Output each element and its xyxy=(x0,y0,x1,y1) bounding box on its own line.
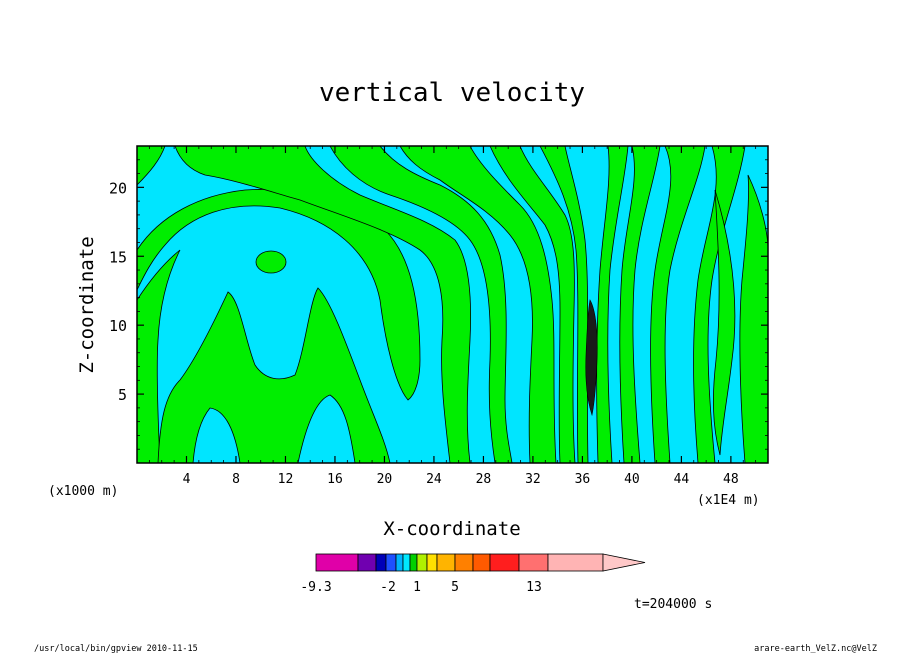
x-tick-label: 12 xyxy=(278,472,294,487)
x-tick-label: 40 xyxy=(624,472,640,487)
chart-title: vertical velocity xyxy=(319,78,585,108)
x-tick-label: 48 xyxy=(723,472,739,487)
positive-region xyxy=(619,146,661,463)
positive-region xyxy=(489,146,576,463)
colorbar-segment xyxy=(436,553,456,572)
positive-region xyxy=(255,250,287,274)
y-tick-label: 15 xyxy=(109,248,127,266)
colorbar-segment xyxy=(385,553,397,572)
colorbar-label: -9.3 xyxy=(300,580,331,595)
x-tick-label: 32 xyxy=(525,472,541,487)
x-axis: 4 8 12 16 20 24 28 32 36 40 44 48 xyxy=(148,146,757,487)
strong-updraft xyxy=(585,299,598,417)
positive-region xyxy=(399,146,557,463)
colorbar-segment xyxy=(518,553,549,572)
colorbar-segment xyxy=(409,553,418,572)
x-tick-label: 8 xyxy=(232,472,240,487)
colorbar-label: 5 xyxy=(451,580,459,595)
y-axis-label: Z-coordinate xyxy=(76,236,98,373)
footer-right: arare-earth_VelZ.nc@VelZ xyxy=(754,644,877,654)
y-tick-label: 5 xyxy=(118,386,127,404)
time-label: t=204000 s xyxy=(634,597,712,612)
colorbar-segment xyxy=(416,553,428,572)
positive-region xyxy=(174,146,472,463)
positive-region xyxy=(712,189,736,456)
x-tick-label: 28 xyxy=(476,472,492,487)
x-unit-right: (x1E4 m) xyxy=(697,493,760,508)
x-tick-label: 24 xyxy=(426,472,442,487)
x-tick-label: 16 xyxy=(327,472,343,487)
colorbar-segment xyxy=(402,553,411,572)
colorbar-label: -2 xyxy=(380,580,396,595)
colorbar-segment xyxy=(315,553,359,572)
positive-region xyxy=(650,146,706,463)
footer-left: /usr/local/bin/gpview 2010-11-15 xyxy=(34,644,198,654)
colorbar-segment xyxy=(547,553,604,572)
colorbar-segment xyxy=(375,553,387,572)
y-axis: 5 10 15 20 xyxy=(109,159,768,450)
positive-region xyxy=(596,146,629,463)
colorbar-segment xyxy=(489,553,520,572)
x-unit-left: (x1000 m) xyxy=(48,484,118,499)
colorbar-label: 13 xyxy=(526,580,542,595)
positive-region xyxy=(739,174,768,463)
colorbar-label: 1 xyxy=(413,580,421,595)
x-tick-label: 44 xyxy=(674,472,690,487)
y-tick-label: 10 xyxy=(109,317,127,335)
x-tick-label: 20 xyxy=(377,472,393,487)
colorbar-segment xyxy=(357,553,377,572)
colorbar-segment xyxy=(395,553,404,572)
x-tick-label: 4 xyxy=(183,472,191,487)
y-tick-label: 20 xyxy=(109,179,127,197)
colorbar: -9.3 -2 1 5 13 xyxy=(300,553,646,595)
positive-region xyxy=(137,249,181,463)
colorbar-segment xyxy=(454,553,474,572)
colorbar-arrow xyxy=(602,553,646,572)
positive-region xyxy=(539,146,589,463)
colorbar-segment xyxy=(426,553,438,572)
plot-frame xyxy=(136,145,769,464)
x-axis-label: X-coordinate xyxy=(383,518,520,540)
contour-field xyxy=(137,146,768,463)
x-tick-label: 36 xyxy=(575,472,591,487)
colorbar-segment xyxy=(472,553,491,572)
